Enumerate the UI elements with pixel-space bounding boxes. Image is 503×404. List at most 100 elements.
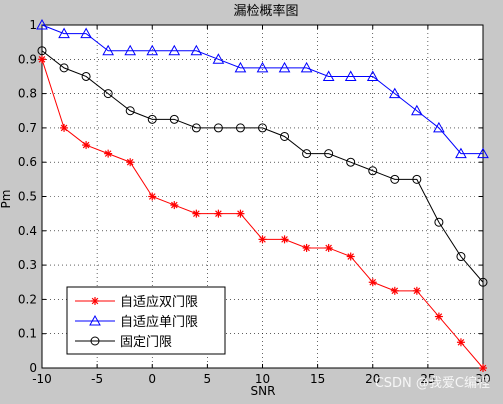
data-point-triangle <box>388 87 401 99</box>
data-point-circle <box>258 123 267 133</box>
x-tick-label: 15 <box>310 372 325 386</box>
data-point-star <box>192 209 201 218</box>
data-point-triangle <box>344 70 357 81</box>
data-point-triangle <box>102 44 114 56</box>
data-point-circle <box>302 149 312 159</box>
series-1 <box>38 55 487 372</box>
data-point-star <box>280 235 289 244</box>
x-tick-label: -5 <box>91 372 103 386</box>
data-point-star <box>104 149 113 158</box>
x-tick-label: 5 <box>204 372 212 386</box>
y-tick-label: 0.4 <box>18 224 37 238</box>
data-point-star <box>60 123 69 132</box>
data-point-star <box>456 338 465 347</box>
data-point-circle <box>324 149 334 159</box>
data-point-circle <box>390 174 400 184</box>
data-point-triangle <box>190 44 203 56</box>
data-point-triangle <box>168 44 181 56</box>
data-point-triangle <box>146 44 159 56</box>
data-point-circle <box>81 71 91 81</box>
x-tick-label: 25 <box>420 372 435 386</box>
y-tick-label: 0.8 <box>18 87 37 101</box>
data-point-circle <box>90 336 100 346</box>
data-point-star <box>214 209 223 218</box>
y-tick-label: 0.5 <box>18 190 37 204</box>
series-line <box>41 50 484 283</box>
data-point-star <box>170 201 179 210</box>
data-point-circle <box>346 157 356 167</box>
legend-entry: 自适应单门限 <box>75 314 198 330</box>
data-point-star <box>148 192 157 201</box>
data-point-triangle <box>433 121 445 133</box>
data-point-star <box>258 235 267 244</box>
data-point-triangle <box>366 70 379 81</box>
data-point-circle <box>103 89 113 99</box>
data-point-star <box>236 209 245 218</box>
data-point-star <box>302 243 311 252</box>
y-tick-label: 0.9 <box>18 52 37 66</box>
data-point-triangle <box>36 18 48 30</box>
data-point-circle <box>368 166 378 176</box>
legend-label: 自适应双门限 <box>120 294 198 310</box>
x-tick-label: 20 <box>365 372 380 386</box>
y-tick-label: 0.7 <box>18 121 37 135</box>
watermark: CSDN @我爱C编程 <box>375 376 490 391</box>
data-point-circle <box>191 123 201 133</box>
data-point-triangle <box>322 70 335 81</box>
data-point-circle <box>235 123 245 133</box>
chart-title: 漏检概率图 <box>233 3 298 19</box>
data-point-circle <box>169 114 179 124</box>
x-axis-title: SNR <box>251 384 276 398</box>
data-point-circle <box>213 123 223 133</box>
y-tick-label: 1 <box>29 18 37 32</box>
data-point-triangle <box>455 147 467 159</box>
data-point-star <box>38 55 46 64</box>
x-tick-label: 30 <box>475 372 490 386</box>
data-point-triangle <box>411 104 423 116</box>
y-tick-label: 0 <box>29 361 37 375</box>
y-tick-label: 0.3 <box>18 258 37 272</box>
data-point-triangle <box>58 27 70 39</box>
data-point-star <box>126 158 135 167</box>
y-tick-label: 0.2 <box>18 292 37 306</box>
x-tick-label: 0 <box>148 372 156 386</box>
legend-label: 固定门限 <box>120 335 172 350</box>
data-point-triangle <box>477 147 489 159</box>
data-point-circle <box>412 174 422 184</box>
legend-entry: 固定门限 <box>75 335 172 350</box>
data-point-star <box>368 278 377 287</box>
y-tick-label: 0.6 <box>18 155 37 169</box>
data-point-star <box>434 312 443 321</box>
data-point-circle <box>147 114 157 124</box>
x-tick-label: 10 <box>255 372 270 386</box>
data-point-triangle <box>234 61 247 73</box>
y-tick-label: 0.1 <box>18 327 37 341</box>
data-point-circle <box>434 217 444 227</box>
y-axis-title: Pm <box>0 190 13 209</box>
data-point-circle <box>456 252 466 262</box>
series-3 <box>37 46 488 287</box>
data-point-triangle <box>80 27 92 39</box>
data-point-triangle <box>124 44 137 56</box>
data-point-triangle <box>300 61 313 73</box>
x-tick-label: -10 <box>32 372 52 386</box>
data-point-circle <box>478 277 488 287</box>
data-point-star <box>82 141 91 150</box>
data-point-triangle <box>89 314 101 326</box>
series-2 <box>36 18 489 159</box>
series-line <box>41 24 483 155</box>
data-point-triangle <box>278 61 291 73</box>
data-point-circle <box>37 46 47 56</box>
data-point-circle <box>59 63 69 73</box>
legend-entry: 自适应双门限 <box>75 294 198 310</box>
data-point-star <box>324 243 333 252</box>
axis-ticks: -10 -5 0 5 10 15 20 25 30 0 0.1 0.2 0.3 0.4 0.5 0.6 0.7 0… <box>18 18 491 386</box>
legend-label: 自适应单门限 <box>120 314 198 330</box>
series-layer <box>36 18 489 372</box>
data-point-star <box>346 252 355 261</box>
data-point-circle <box>125 106 135 116</box>
data-point-circle <box>280 131 290 141</box>
data-point-star <box>91 297 99 305</box>
